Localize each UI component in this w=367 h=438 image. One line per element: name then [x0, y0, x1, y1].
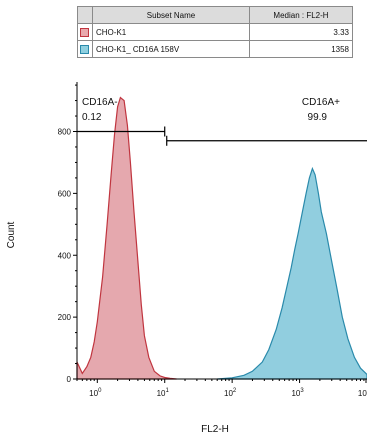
x-tick-label: 103 — [291, 388, 304, 398]
gate-layer: CD16A- 0.12 CD16A+ 99.9 — [77, 97, 367, 146]
header-median: Median : FL2-H — [249, 6, 353, 24]
y-tick-label: 400 — [58, 251, 72, 260]
header-subset-name: Subset Name — [92, 6, 250, 24]
series-1-histogram — [76, 96, 177, 380]
color-swatch — [80, 27, 89, 37]
gate-negative-name: CD16A- — [82, 97, 118, 108]
x-axis-title: FL2-H — [201, 424, 229, 435]
y-tick-label: 600 — [58, 189, 72, 198]
y-tick-label: 800 — [58, 128, 72, 137]
y-axis-title: Count — [6, 221, 17, 248]
x-tick-label: 100 — [89, 388, 102, 398]
series-2-histogram — [217, 166, 367, 380]
subset-median: 1358 — [249, 40, 353, 58]
gate-positive-percent: 99.9 — [308, 112, 328, 123]
subset-table-header: Subset Name Median : FL2-H — [77, 6, 353, 24]
color-swatch — [80, 44, 89, 54]
gate-negative-percent: 0.12 — [82, 112, 102, 123]
x-tick-label: 104 — [358, 388, 367, 398]
series-layer — [76, 96, 367, 380]
table-row[interactable]: CHO-K1_ CD16A 158V 1358 — [77, 40, 353, 58]
gate-positive-name: CD16A+ — [302, 97, 340, 108]
x-tick-label: 102 — [224, 388, 237, 398]
x-tick-label: 101 — [157, 388, 170, 398]
y-tick-label: 0 — [67, 375, 72, 384]
y-tick-label: 200 — [58, 313, 72, 322]
subset-table: Subset Name Median : FL2-H CHO-K1 3.33 C… — [77, 6, 353, 58]
